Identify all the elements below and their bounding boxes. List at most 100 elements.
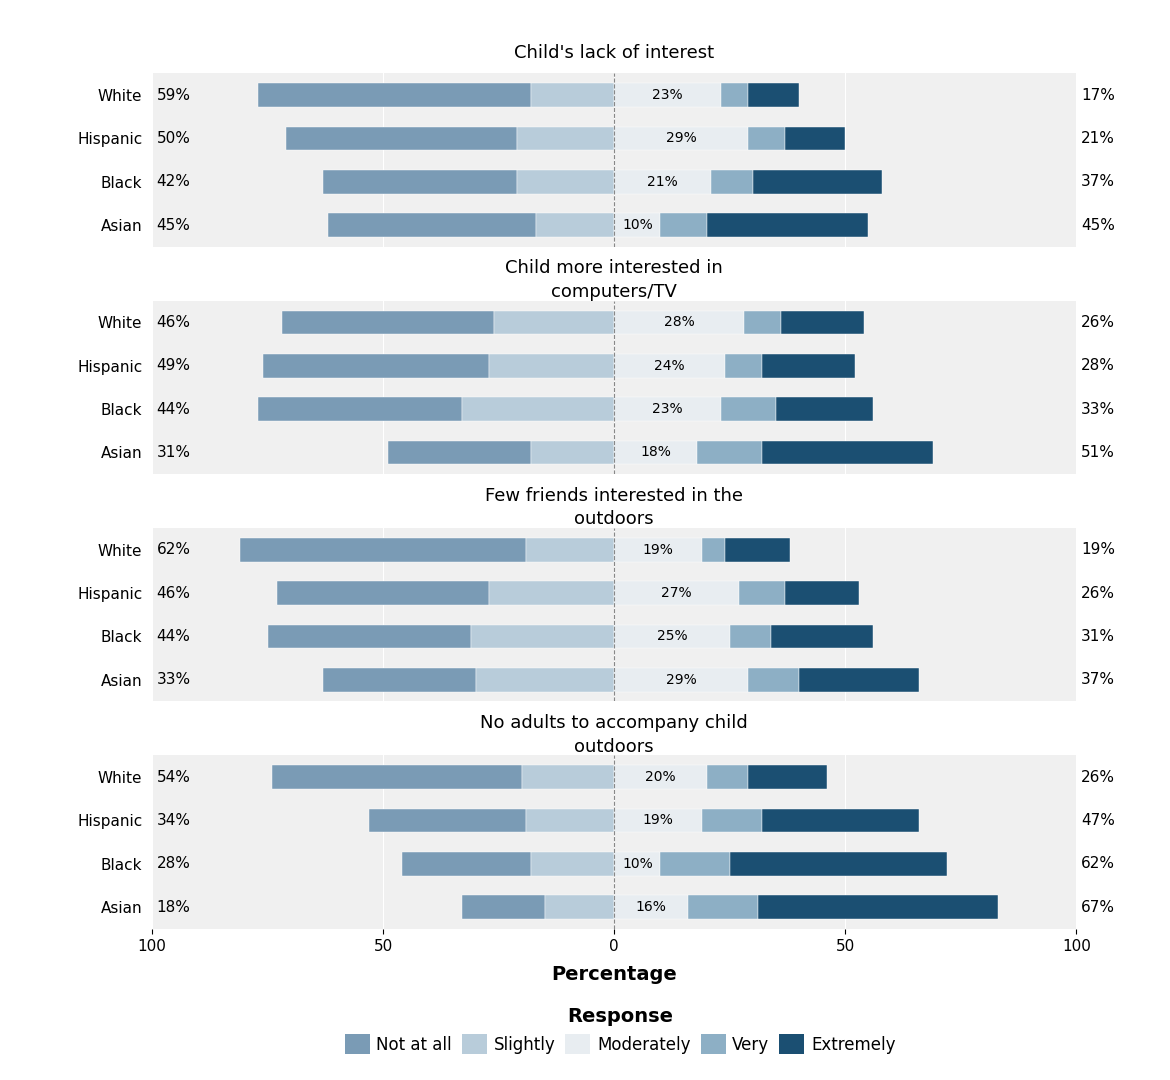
Bar <box>739 581 785 605</box>
Text: 44%: 44% <box>157 629 191 644</box>
Text: 29%: 29% <box>666 673 696 687</box>
Bar <box>526 809 614 833</box>
Text: 50%: 50% <box>157 131 191 146</box>
Text: Child more interested in
computers/TV: Child more interested in computers/TV <box>505 259 723 301</box>
Bar <box>697 441 762 464</box>
Text: 67%: 67% <box>1081 900 1115 915</box>
Text: 25%: 25% <box>656 630 687 644</box>
Bar <box>614 441 697 464</box>
Text: 19%: 19% <box>642 543 674 557</box>
Bar <box>614 581 739 605</box>
Text: Child's lack of interest: Child's lack of interest <box>514 44 715 62</box>
Bar <box>780 311 863 335</box>
Text: 46%: 46% <box>157 315 191 330</box>
Bar <box>614 83 721 107</box>
Text: 20%: 20% <box>645 770 676 784</box>
Text: 46%: 46% <box>157 585 191 600</box>
Bar <box>702 538 725 562</box>
Bar <box>328 213 536 237</box>
Bar <box>753 170 882 193</box>
Bar <box>536 213 614 237</box>
Bar <box>401 852 531 876</box>
Bar <box>614 895 688 919</box>
Bar <box>531 852 614 876</box>
Bar <box>721 83 749 107</box>
Bar <box>730 852 947 876</box>
Text: 44%: 44% <box>157 402 191 417</box>
Text: 27%: 27% <box>661 586 691 600</box>
Bar <box>273 766 522 789</box>
Text: 34%: 34% <box>157 813 191 828</box>
Legend: Not at all, Slightly, Moderately, Very, Extremely: Not at all, Slightly, Moderately, Very, … <box>338 1000 902 1061</box>
Bar <box>531 83 614 107</box>
Bar <box>688 895 757 919</box>
Text: 18%: 18% <box>640 445 672 459</box>
Bar <box>762 441 934 464</box>
Bar <box>545 895 614 919</box>
Bar <box>757 895 998 919</box>
Bar <box>240 538 526 562</box>
Bar <box>614 354 725 378</box>
Bar <box>323 170 517 193</box>
Bar <box>771 624 873 648</box>
Text: 26%: 26% <box>1081 770 1115 785</box>
Bar <box>725 354 762 378</box>
Bar <box>614 397 721 421</box>
Text: 23%: 23% <box>652 89 683 103</box>
Bar <box>277 581 489 605</box>
Text: 16%: 16% <box>635 900 667 914</box>
Text: 19%: 19% <box>642 813 674 827</box>
Bar <box>749 83 799 107</box>
Text: 21%: 21% <box>647 175 679 189</box>
Text: 62%: 62% <box>1081 856 1115 872</box>
Bar <box>660 852 730 876</box>
Text: 19%: 19% <box>1081 542 1115 557</box>
Text: 10%: 10% <box>622 218 653 232</box>
Bar <box>259 397 462 421</box>
Text: 28%: 28% <box>1081 359 1115 374</box>
Bar <box>531 441 614 464</box>
Bar <box>799 667 920 691</box>
Bar <box>522 766 614 789</box>
Bar <box>785 581 859 605</box>
Bar <box>614 538 702 562</box>
Text: 51%: 51% <box>1081 445 1115 460</box>
Bar <box>287 126 517 150</box>
Text: 54%: 54% <box>157 770 191 785</box>
Bar <box>725 538 790 562</box>
Bar <box>614 667 749 691</box>
Bar <box>762 809 920 833</box>
Text: 10%: 10% <box>622 856 653 870</box>
Bar <box>462 397 614 421</box>
Text: 23%: 23% <box>652 402 683 416</box>
Text: 21%: 21% <box>1081 131 1115 146</box>
Text: 18%: 18% <box>157 900 191 915</box>
Bar <box>472 624 614 648</box>
Bar <box>387 441 531 464</box>
Bar <box>614 213 660 237</box>
Bar <box>749 667 799 691</box>
Bar <box>614 766 707 789</box>
Text: 37%: 37% <box>1081 672 1115 687</box>
Bar <box>730 624 771 648</box>
Text: 26%: 26% <box>1081 585 1115 600</box>
Text: 28%: 28% <box>157 856 191 872</box>
Bar <box>489 581 614 605</box>
Bar <box>323 667 475 691</box>
Text: 24%: 24% <box>654 359 684 373</box>
Bar <box>517 126 614 150</box>
Text: 31%: 31% <box>157 445 191 460</box>
Text: Few friends interested in the
outdoors: Few friends interested in the outdoors <box>486 487 743 528</box>
Text: 49%: 49% <box>157 359 191 374</box>
Text: 37%: 37% <box>1081 174 1115 189</box>
Text: 45%: 45% <box>1081 217 1115 232</box>
Bar <box>749 126 785 150</box>
Text: 59%: 59% <box>157 87 191 103</box>
Bar <box>614 126 749 150</box>
Text: No adults to accompany child
outdoors: No adults to accompany child outdoors <box>481 714 748 756</box>
Bar <box>614 852 660 876</box>
Bar <box>702 809 762 833</box>
Text: 33%: 33% <box>1081 402 1115 417</box>
Text: 42%: 42% <box>157 174 191 189</box>
Bar <box>744 311 780 335</box>
